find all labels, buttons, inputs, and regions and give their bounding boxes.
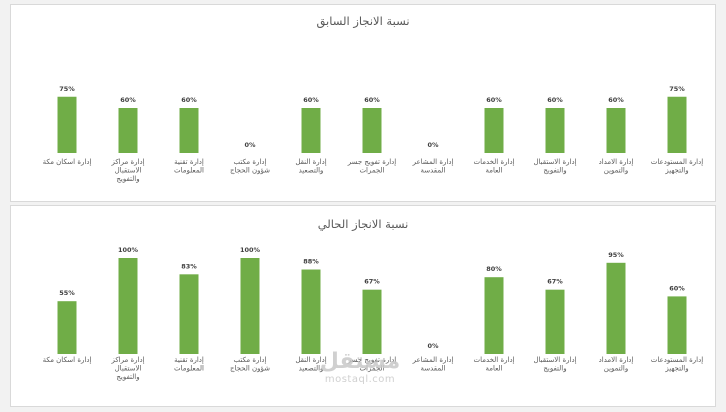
- data-label: 67%: [547, 278, 563, 286]
- data-label: 67%: [364, 278, 380, 286]
- bar: [545, 108, 565, 153]
- category-label: والتفويج: [543, 365, 566, 373]
- current-achievement-chart: نسبة الانجاز الحالي 60% إدارة المستودعات وا…: [10, 205, 716, 407]
- category-label: إدارة مراكز: [110, 356, 144, 364]
- bar: [118, 108, 138, 153]
- category-label: والتفويج: [116, 175, 139, 183]
- bar: [545, 289, 565, 354]
- bar: [484, 277, 504, 354]
- bar: [667, 96, 687, 153]
- category-label: إدارة النقل: [295, 356, 326, 364]
- data-label: 100%: [240, 246, 261, 254]
- category-label: إدارة الامداد: [599, 356, 634, 364]
- bar: [301, 269, 321, 354]
- category-label: إدارة تفويج جسر: [347, 158, 397, 166]
- bar: [484, 108, 504, 153]
- category-label: إدارة مكتب: [234, 356, 267, 364]
- data-label: 0%: [427, 342, 439, 350]
- previous-achievement-chart: نسبة الانجاز السابق 75% إدارة المستودعات وا…: [10, 4, 716, 202]
- category-label: إدارة اسكان مكة: [43, 356, 92, 364]
- data-label: 88%: [303, 258, 319, 266]
- category-label: إدارة المستودعات: [651, 158, 703, 166]
- category-label: والتموين: [604, 167, 629, 175]
- bar: [118, 258, 138, 354]
- category-label: إدارة اسكان مكة: [43, 158, 92, 166]
- category-label: إدارة الاستقبال: [533, 356, 576, 364]
- data-label: 60%: [669, 284, 685, 292]
- category-label: والتفويج: [116, 373, 139, 381]
- bar: [301, 108, 321, 153]
- chart-title: نسبة الانجاز الحالي: [318, 217, 409, 232]
- watermark-url: mostaql.com: [324, 374, 396, 385]
- data-label: 60%: [120, 96, 136, 104]
- category-label: والتفويج: [543, 167, 566, 175]
- bar: [179, 274, 199, 354]
- bar: [57, 301, 77, 354]
- category-label: إدارة مراكز: [110, 158, 144, 166]
- data-label: 55%: [59, 289, 75, 297]
- category-label: إدارة الامداد: [599, 158, 634, 166]
- data-label: 60%: [486, 96, 502, 104]
- category-label: شؤون الحجاج: [230, 365, 270, 373]
- data-label: 0%: [244, 141, 256, 149]
- bar: [57, 96, 77, 153]
- category-label: شؤون الحجاج: [230, 167, 270, 175]
- bar: [606, 108, 626, 153]
- category-label: العامة: [485, 365, 502, 373]
- category-label: العامة: [485, 167, 502, 175]
- category-label: إدارة المشاعر: [412, 356, 454, 364]
- category-label: الجمرات: [359, 167, 384, 175]
- category-label: والتموين: [604, 365, 629, 373]
- bar: [362, 108, 382, 153]
- bar: [667, 296, 687, 354]
- bar: [179, 108, 199, 153]
- watermark-logo: مستقل: [319, 349, 401, 374]
- category-label: المقدسة: [421, 167, 446, 175]
- data-label: 0%: [427, 141, 439, 149]
- category-label: إدارة المستودعات: [651, 356, 703, 364]
- category-label: إدارة المشاعر: [412, 158, 454, 166]
- category-label: المقدسة: [421, 365, 446, 373]
- bar: [362, 289, 382, 354]
- data-label: 83%: [181, 262, 197, 270]
- category-label: المعلومات: [174, 167, 204, 175]
- data-label: 100%: [118, 246, 139, 254]
- category-label: الاستقبال: [115, 167, 142, 175]
- category-label: إدارة الخدمات: [473, 158, 514, 166]
- category-label: إدارة الخدمات: [473, 356, 514, 364]
- category-label: إدارة تفويج جسر: [347, 356, 397, 364]
- data-label: 60%: [364, 96, 380, 104]
- category-label: إدارة تقنية: [174, 158, 204, 166]
- category-label: والتجهيز: [664, 167, 688, 175]
- category-label: إدارة النقل: [295, 158, 326, 166]
- data-label: 75%: [59, 85, 75, 93]
- category-label: والتصعيد: [299, 365, 324, 373]
- data-label: 60%: [608, 96, 624, 104]
- chart-title: نسبة الانجاز السابق: [316, 14, 409, 29]
- category-label: المعلومات: [174, 365, 204, 373]
- category-label: إدارة مكتب: [234, 158, 267, 166]
- data-label: 75%: [669, 85, 685, 93]
- category-label: إدارة تقنية: [174, 356, 204, 364]
- watermark: مستقل mostaql.com: [300, 349, 420, 386]
- category-label: والتجهيز: [664, 365, 688, 373]
- data-label: 80%: [486, 265, 502, 273]
- bar: [240, 258, 260, 354]
- category-label: الجمرات: [359, 365, 384, 373]
- category-label: إدارة الاستقبال: [533, 158, 576, 166]
- data-label: 95%: [608, 251, 624, 259]
- category-label: والتصعيد: [299, 167, 324, 175]
- category-label: الاستقبال: [115, 365, 142, 373]
- data-label: 60%: [303, 96, 319, 104]
- data-label: 60%: [547, 96, 563, 104]
- data-label: 60%: [181, 96, 197, 104]
- bar: [606, 262, 626, 354]
